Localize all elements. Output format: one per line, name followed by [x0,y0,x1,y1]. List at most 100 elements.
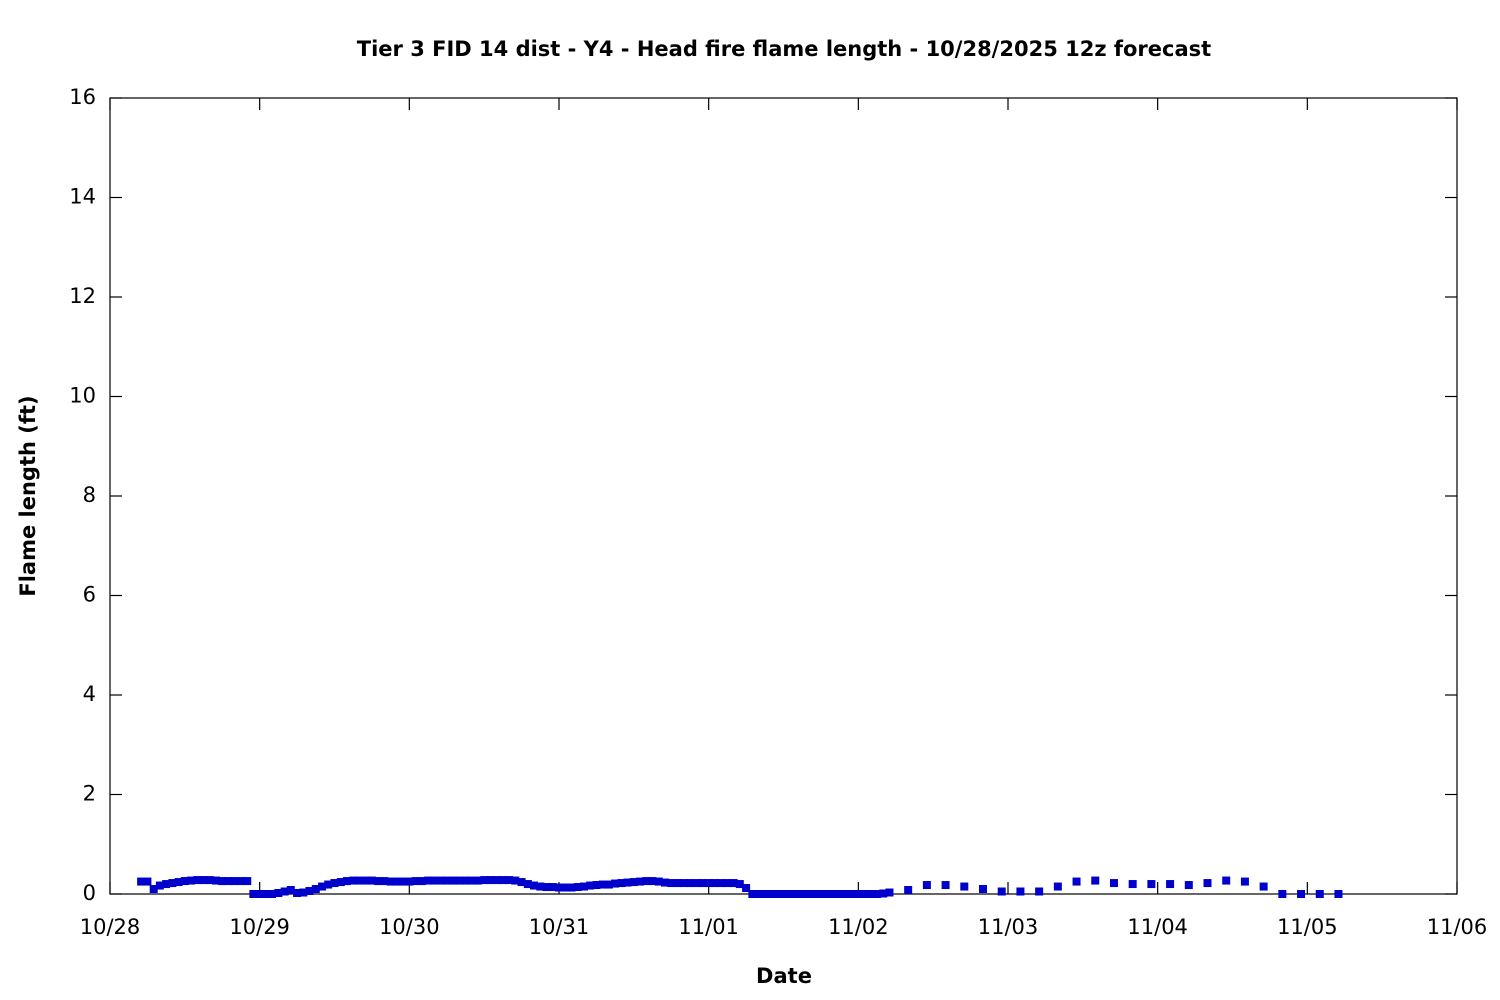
point [530,881,539,890]
point [548,883,557,892]
point [791,890,800,898]
point [692,879,701,888]
point [835,890,844,898]
point [885,888,894,897]
point [810,890,819,898]
point [717,879,726,888]
point [174,878,183,887]
point [1128,880,1137,889]
x-tick-label: 11/01 [678,915,739,939]
point [180,877,189,886]
point [997,887,1006,896]
point [399,877,408,886]
point [636,877,645,886]
point [760,890,769,898]
point [1184,881,1193,890]
point [137,877,146,886]
point [392,877,401,886]
point [922,881,931,890]
point [330,879,339,888]
point [698,879,707,888]
x-tick-label: 10/30 [379,915,440,939]
point [754,890,763,898]
point [274,889,283,898]
point [187,876,196,885]
point [1109,879,1118,888]
point [1222,876,1231,885]
point [767,890,776,898]
y-tick-label: 4 [83,682,96,706]
point [505,876,514,885]
point [318,882,327,891]
point [660,878,669,887]
point [629,878,638,887]
point [361,876,370,885]
y-axis-label: Flame length (ft) [16,395,40,596]
point [149,885,158,894]
point [1278,890,1287,898]
point [342,877,351,886]
point [286,886,295,895]
point [311,885,320,894]
point [579,882,588,891]
point [224,877,233,886]
point [729,879,738,888]
x-tick-label: 11/03 [978,915,1039,939]
point [367,876,376,885]
point [941,881,950,890]
x-tick-label: 11/04 [1127,915,1188,939]
point [1091,876,1100,885]
y-tick-label: 8 [83,483,96,507]
point [230,877,239,886]
point [523,880,532,889]
y-tick-label: 10 [69,384,96,408]
point [748,890,757,898]
point [467,876,476,885]
y-tick-label: 2 [83,782,96,806]
point [380,877,389,886]
point [442,876,451,885]
point [561,883,570,892]
point [155,881,164,890]
point [1053,882,1062,891]
point [617,879,626,888]
point [218,877,227,886]
point [623,878,632,887]
point [823,890,832,898]
point [860,890,869,898]
point [249,890,258,898]
point [205,876,214,885]
point [1240,877,1249,886]
point [199,876,208,885]
y-tick-label: 6 [83,583,96,607]
point [586,881,595,890]
y-tick-label: 16 [69,85,96,109]
point [704,879,713,888]
point [866,890,875,898]
point [1072,877,1081,886]
point [1016,887,1025,896]
point [667,879,676,888]
point [355,876,364,885]
point [873,890,882,898]
point [480,876,489,885]
point [143,877,152,886]
point [1315,890,1324,898]
point [193,876,202,885]
point [804,890,813,898]
point [411,877,420,886]
point [723,879,732,888]
point [979,885,988,894]
point [255,890,264,898]
point [405,877,414,886]
x-tick-label: 11/05 [1277,915,1338,939]
point [592,881,601,890]
point [841,890,850,898]
point [710,879,719,888]
point [1166,880,1175,889]
point [604,880,613,889]
point [211,876,220,885]
point [449,876,458,885]
point [673,879,682,888]
point [555,883,563,892]
